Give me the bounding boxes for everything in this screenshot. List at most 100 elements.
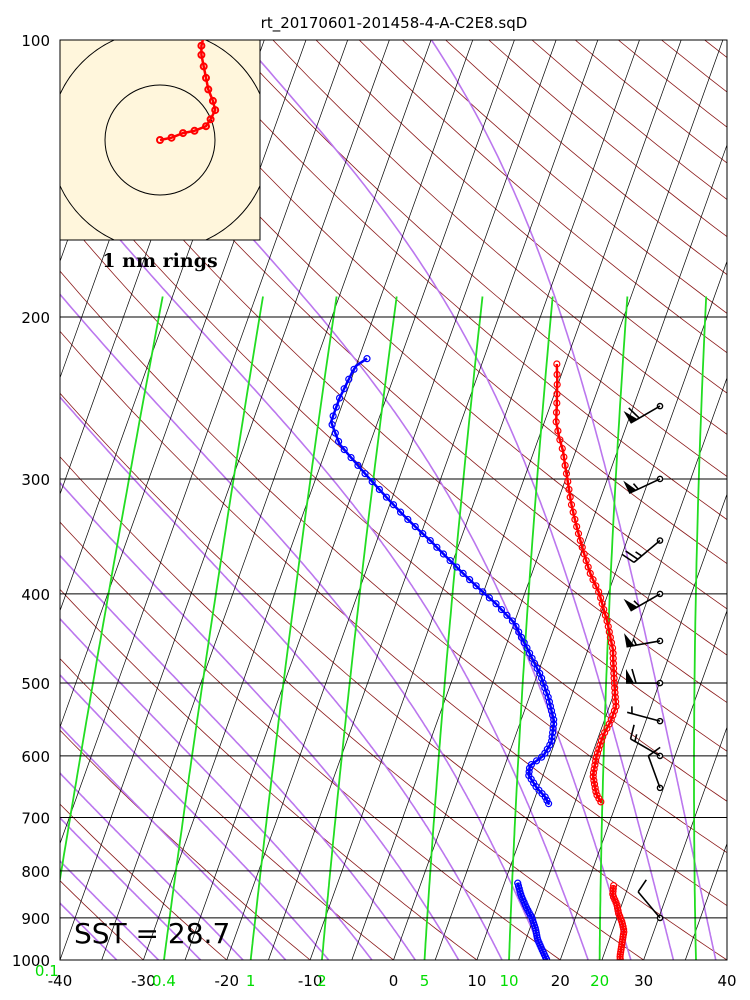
- temperature-profile-point: [597, 737, 605, 745]
- temperature-tick-labels: -40 -30 -20 -10 0 10 20 30 40: [48, 972, 737, 990]
- temperature-profile-point: [611, 693, 619, 701]
- temperature-profile-point: [609, 649, 617, 657]
- temperature-profile-point: [610, 664, 618, 673]
- isotherm: [268, 40, 599, 960]
- wind-barb-staff: [630, 593, 661, 612]
- mixing-ratio-line: [60, 296, 164, 885]
- hodograph-point: [167, 133, 176, 142]
- temperature-profile-point: [591, 784, 599, 792]
- hodograph-point: [199, 62, 208, 71]
- temperature-profile-point: [607, 716, 615, 724]
- hodograph-ring-inner: [104, 84, 216, 196]
- isotherm: [393, 40, 724, 960]
- wind-barb-full: [621, 553, 635, 564]
- temperature-profile-point: [601, 728, 609, 737]
- pressure-tick-label: 800: [21, 863, 50, 881]
- temperature-profile-point: [553, 380, 561, 389]
- isotherm: [226, 40, 557, 960]
- wind-barb-flag: [623, 410, 638, 424]
- wind-barb: [626, 706, 664, 725]
- wind-barb-full: [647, 746, 661, 757]
- temperature-profile-point: [620, 925, 628, 933]
- dewpoint-profile-point: [347, 453, 355, 462]
- dewpoint-profile-point: [368, 478, 376, 486]
- wind-barb: [624, 633, 664, 648]
- temperature-profile-point: [564, 478, 572, 486]
- isotherm: [559, 493, 727, 960]
- temperature-profile-point: [608, 644, 617, 652]
- isobar-lines: [60, 40, 727, 960]
- temperature-profile-point: [590, 765, 598, 773]
- isotherm: [60, 40, 349, 845]
- dewpoint-profile-point: [512, 622, 520, 631]
- wind-barb: [637, 879, 664, 922]
- dewpoint-profile-point: [382, 493, 391, 501]
- dry-adiabat: [99, 40, 727, 610]
- temperature-profile-point: [590, 776, 598, 785]
- isotherm: [309, 40, 640, 960]
- dewpoint-profile-point: [375, 485, 383, 494]
- temperature-tick-label: -10: [298, 972, 323, 990]
- wind-barb-full: [631, 668, 637, 684]
- hodograph-trace: [156, 40, 220, 144]
- dewpoint-profile-point: [446, 556, 454, 565]
- dewpoint-profile-point: [472, 582, 480, 590]
- sst-label: SST = 28.7: [74, 917, 230, 950]
- wind-barb-flag: [624, 633, 635, 647]
- dewpoint-profile-point: [542, 955, 551, 960]
- temperature-profile-point: [553, 370, 561, 379]
- wind-barb-staff: [628, 478, 661, 495]
- hodograph-point: [204, 85, 213, 94]
- dewpoint-profile-point: [538, 674, 546, 682]
- dewpoint-profile-point: [497, 605, 506, 614]
- dewpoint-profile-point: [547, 707, 556, 715]
- mixing-ratio-label: 2: [317, 972, 327, 990]
- hodograph-point: [197, 41, 206, 50]
- dewpoint-profile-point: [453, 563, 461, 571]
- isotherm: [643, 726, 727, 960]
- wind-barb-staff: [630, 738, 661, 757]
- dewpoint-profile-point: [331, 429, 339, 437]
- temperature-profile-point: [562, 469, 571, 478]
- dewpoint-profile-point: [354, 461, 362, 470]
- dewpoint-profile-point: [532, 757, 541, 765]
- dewpoint-profile-point: [503, 611, 511, 619]
- temperature-tick-label: -30: [131, 972, 156, 990]
- dewpoint-profile-point: [419, 530, 427, 538]
- dewpoint-profile-point: [544, 800, 553, 808]
- dewpoint-profile-point: [550, 716, 558, 724]
- temperature-tick-label: -20: [215, 972, 240, 990]
- temperature-profile-point: [552, 408, 561, 417]
- mixing-ratio-label: 1: [246, 972, 256, 990]
- sounding-profiles: [328, 355, 628, 960]
- wind-barb: [623, 475, 664, 495]
- chart-title: rt_20170601-201458-4-A-C2E8.sqD: [261, 14, 528, 33]
- temperature-profile-point: [592, 787, 600, 796]
- temperature-profile-point: [553, 360, 561, 368]
- dewpoint-profile-point: [548, 737, 556, 745]
- dewpoint-profile-point: [439, 550, 448, 558]
- moist-adiabat: [60, 554, 417, 960]
- dewpoint-profile-point: [332, 403, 340, 411]
- temperature-profile-point: [589, 769, 598, 777]
- hodograph-point: [202, 122, 210, 131]
- temperature-profile-point: [584, 563, 592, 571]
- wind-barb: [623, 590, 664, 612]
- hodograph-point: [156, 136, 164, 144]
- dewpoint-profile-point: [485, 594, 493, 602]
- wind-barb-full: [625, 550, 639, 560]
- temperature-tick-label: 30: [634, 972, 653, 990]
- dewpoint-profile-point: [537, 753, 546, 761]
- pressure-tick-label: 700: [21, 809, 50, 827]
- dewpoint-profile-point: [411, 523, 419, 531]
- wind-barb-flag: [623, 480, 637, 494]
- dewpoint-profile-point: [404, 515, 412, 524]
- hodograph-point: [179, 129, 187, 138]
- hodograph-line: [159, 40, 217, 142]
- moist-adiabat: [60, 859, 160, 960]
- dry-adiabat: [185, 40, 727, 521]
- temperature-profile-point: [616, 955, 624, 960]
- moist-adiabat: [60, 395, 503, 960]
- wind-barb-half: [632, 483, 639, 490]
- dewpoint-profile-point: [550, 720, 558, 728]
